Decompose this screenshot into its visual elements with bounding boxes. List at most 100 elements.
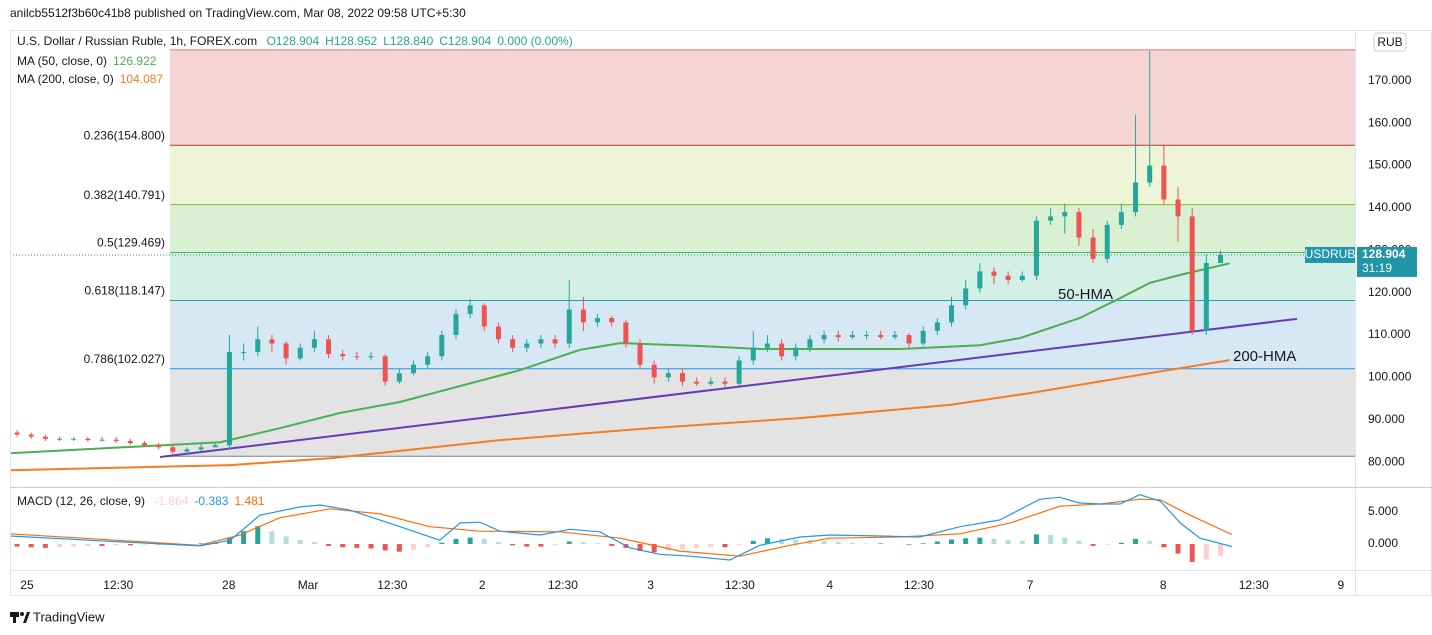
histogram-bar [481,538,487,545]
currency-badge[interactable] [1373,32,1407,52]
candle-body [920,330,926,344]
histogram-bar [368,544,374,549]
histogram-bar [580,542,586,545]
candle-body [1203,263,1209,331]
candle-body [212,445,218,448]
x-tick-label: 12:30 [377,578,407,592]
histogram-bar [439,542,445,545]
candle-body [849,335,855,338]
x-tick-label: 12:30 [1239,578,1269,592]
countdown-label: 31:19 [1362,261,1392,275]
candle-body [680,373,685,382]
histogram-bar [411,544,416,550]
candle-body [311,339,317,348]
histogram-bar [835,542,841,545]
macd-title: MACD (12, 26, close, 9) [17,494,146,508]
histogram-bar [637,544,643,552]
candle-body [963,288,969,306]
fib-zone [170,252,1355,301]
x-tick-label: 2 [479,578,486,592]
candle-body [864,335,870,337]
x-tick-label: 3 [647,578,654,592]
signal-line [10,498,1233,557]
histogram-bar [99,544,105,546]
candle-body [439,335,445,357]
y-tick-label: 150.000 [1368,158,1412,172]
candle-body [1133,182,1139,213]
histogram-bar [127,544,133,546]
histogram-bar [665,544,671,551]
histogram-bar [764,538,770,545]
candle-body [127,440,133,444]
candle-body [878,335,884,338]
candle-body [85,438,91,441]
candle-body [949,305,954,323]
candle-body [396,373,402,382]
published-note: anilcb5512f3b60c41b8 published on Tradin… [10,6,466,20]
histogram-bar [1076,540,1082,545]
x-tick-label: Mar [298,578,319,592]
histogram-bar [85,544,91,546]
x-tick-label: 7 [1027,578,1034,592]
histogram-bar [1033,534,1039,545]
fib-zone [170,145,1355,205]
candle-body [807,339,813,348]
histogram-bar [736,544,742,546]
histogram-bar [382,544,388,551]
fib-zone [170,204,1355,253]
candle-body [934,322,940,331]
candle-body [283,343,289,359]
y-tick-label: 160.000 [1368,115,1412,129]
fib-label: 0.618(118.147) [84,284,165,298]
macd-pane [10,494,1233,562]
histogram-bar [1048,535,1054,545]
histogram-bar [1005,540,1011,545]
x-tick-label: 8 [1160,578,1167,592]
histogram-bar [71,544,77,547]
candle-body [779,343,785,357]
candle-body [595,318,601,323]
candle-body [1005,275,1011,280]
ohlc-value: 0.000 (0.00%) [497,34,573,48]
ma-legend-row: MA (50, close, 0) 126.922 [17,52,169,70]
histogram-bar [198,543,204,545]
symbol-title: U.S. Dollar / Russian Ruble, 1h, FOREX.c… [17,34,258,48]
candle-body [1019,275,1025,280]
last-price-box [1357,246,1417,277]
histogram-bar [864,543,870,545]
candle-body [255,339,261,352]
candle-body [892,335,898,338]
histogram-bar [14,544,20,547]
ma-name: MA (200, close, 0) [17,72,114,86]
candle-body [906,335,912,344]
y-tick-label: 170.000 [1368,73,1412,87]
candle-body [354,356,360,358]
candle-body [1090,237,1096,259]
histogram-bar [467,537,473,545]
symbol-label: USDRUB [1305,247,1356,261]
candle-body [453,313,459,336]
ohlc-value: C128.904 [439,34,492,48]
histogram-bar [750,540,756,545]
candle-body [736,360,742,384]
candle-body [510,339,516,348]
footer-brand: TradingView [33,609,105,624]
candle-body [113,439,119,441]
candle-body [170,447,176,452]
histogram-bar [906,544,912,545]
histogram-bar [269,531,275,545]
histogram-bar [340,544,346,548]
x-tick-label: 12:30 [725,578,755,592]
symbol-box [1305,246,1355,263]
histogram-bar [1161,544,1167,548]
y-tick-label: 90.000 [1368,412,1405,426]
price-legend: U.S. Dollar / Russian Ruble, 1h, FOREX.c… [17,34,579,48]
candle-body [156,445,162,448]
histogram-bar [680,544,685,550]
candle-body [411,364,416,374]
candle-body [467,305,473,314]
candle-body [1147,165,1153,183]
x-tick-label: 9 [1337,578,1344,592]
